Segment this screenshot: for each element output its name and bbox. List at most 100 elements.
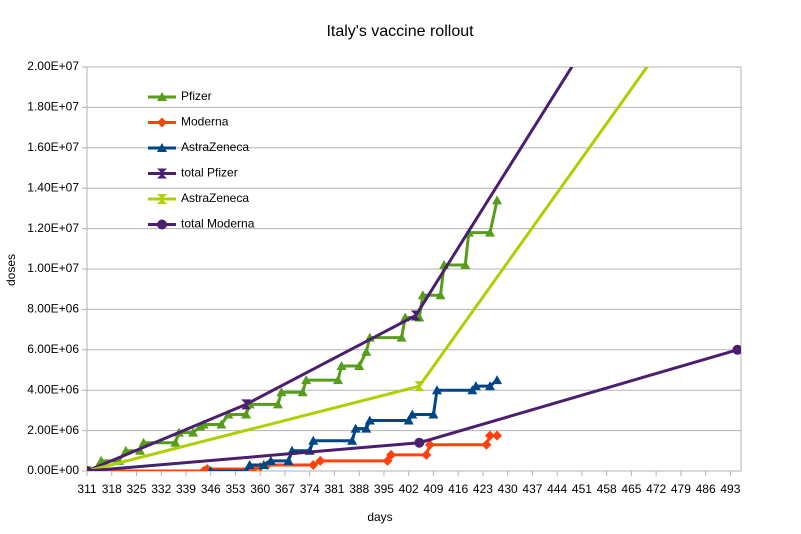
marker xyxy=(216,419,227,429)
marker xyxy=(481,439,492,450)
marker xyxy=(301,375,312,385)
marker xyxy=(492,430,503,441)
marker xyxy=(361,346,372,356)
marker xyxy=(460,259,471,269)
x-tick-label: 416 xyxy=(448,482,468,496)
marker xyxy=(417,290,428,300)
marker xyxy=(386,449,397,460)
marker xyxy=(315,455,326,466)
x-tick-label: 374 xyxy=(300,482,320,496)
y-tick-label: 1.60E+07 xyxy=(27,140,79,154)
marker xyxy=(424,439,435,450)
marker xyxy=(396,332,407,342)
marker xyxy=(485,430,496,441)
marker xyxy=(485,227,496,237)
x-tick-label: 360 xyxy=(250,482,270,496)
marker xyxy=(138,437,149,447)
y-tick-label: 4.00E+06 xyxy=(27,382,79,396)
x-tick-label: 325 xyxy=(126,482,146,496)
x-tick-label: 437 xyxy=(522,482,542,496)
marker xyxy=(241,409,252,419)
x-tick-label: 367 xyxy=(275,482,295,496)
marker xyxy=(421,449,432,460)
marker xyxy=(188,427,199,437)
x-tick-label: 472 xyxy=(646,482,666,496)
marker xyxy=(435,290,446,300)
marker xyxy=(407,409,418,419)
marker xyxy=(492,375,503,385)
x-tick-label: 339 xyxy=(176,482,196,496)
marker xyxy=(308,459,319,470)
series-line xyxy=(87,67,649,471)
marker xyxy=(276,387,287,397)
marker xyxy=(410,310,421,321)
marker xyxy=(428,409,439,419)
marker xyxy=(350,423,361,433)
marker xyxy=(414,381,425,392)
marker xyxy=(361,423,372,433)
marker xyxy=(283,455,294,465)
y-tick-label: 1.80E+07 xyxy=(27,100,79,114)
y-tick-label: 1.20E+07 xyxy=(27,221,79,235)
plot-border xyxy=(86,66,742,472)
y-tick-label: 8.00E+06 xyxy=(27,302,79,316)
legend-label: AstraZeneca xyxy=(181,191,249,205)
x-tick-label: 451 xyxy=(572,482,592,496)
marker xyxy=(431,385,442,395)
marker xyxy=(297,387,308,397)
marker xyxy=(364,415,375,425)
marker xyxy=(198,419,209,429)
marker xyxy=(241,399,252,410)
marker xyxy=(244,459,255,469)
x-tick-label: 465 xyxy=(621,482,641,496)
marker xyxy=(258,459,269,469)
y-axis-label: doses xyxy=(4,254,18,286)
x-tick-label: 332 xyxy=(151,482,171,496)
marker xyxy=(272,399,283,409)
marker xyxy=(308,435,319,445)
y-tick-label: 6.00E+06 xyxy=(27,342,79,356)
marker xyxy=(207,466,214,471)
x-tick-label: 423 xyxy=(473,482,493,496)
marker xyxy=(470,381,481,391)
marker xyxy=(485,381,496,391)
legend-marker xyxy=(157,194,167,204)
x-axis-label: days xyxy=(367,510,392,524)
y-tick-label: 2.00E+07 xyxy=(27,59,79,73)
legend-label: total Pfizer xyxy=(181,166,238,180)
marker xyxy=(336,360,347,370)
legend-marker xyxy=(157,117,167,128)
marker xyxy=(732,344,741,355)
legend-marker xyxy=(157,219,167,230)
x-tick-label: 346 xyxy=(201,482,221,496)
plot-area xyxy=(87,67,741,471)
y-tick-label: 0.00E+00 xyxy=(27,463,79,477)
y-tick-label: 1.00E+07 xyxy=(27,261,79,275)
x-tick-label: 409 xyxy=(423,482,443,496)
x-tick-label: 458 xyxy=(597,482,617,496)
x-tick-label: 311 xyxy=(77,482,96,496)
y-tick-label: 2.00E+06 xyxy=(27,423,79,437)
marker xyxy=(223,409,234,419)
marker xyxy=(332,375,343,385)
x-tick-label: 388 xyxy=(349,482,369,496)
x-tick-label: 402 xyxy=(399,482,419,496)
legend-marker xyxy=(157,143,167,152)
x-tick-label: 430 xyxy=(498,482,518,496)
x-tick-label: 486 xyxy=(696,482,716,496)
legend-marker xyxy=(157,168,167,179)
x-tick-label: 381 xyxy=(324,482,344,496)
x-tick-label: 444 xyxy=(547,482,567,496)
x-tick-label: 395 xyxy=(374,482,394,496)
marker xyxy=(403,415,414,425)
marker xyxy=(170,437,181,447)
legend-label: Moderna xyxy=(181,115,229,129)
marker xyxy=(492,195,503,205)
x-tick-label: 318 xyxy=(102,482,122,496)
marker xyxy=(87,466,92,471)
chart-title: Italy's vaccine rollout xyxy=(326,23,474,40)
x-tick-label: 479 xyxy=(671,482,691,496)
legend-label: total Moderna xyxy=(181,217,255,231)
series-line xyxy=(87,67,574,471)
